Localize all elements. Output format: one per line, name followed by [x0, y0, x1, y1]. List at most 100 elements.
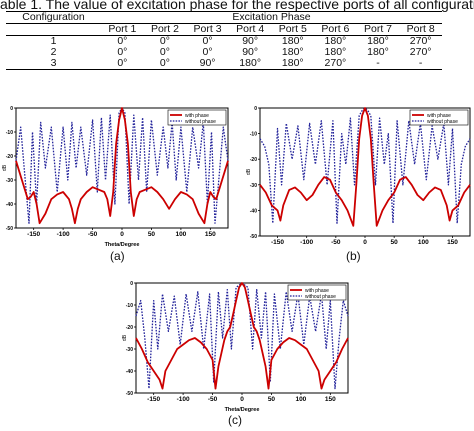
- x-tick-label: 0: [240, 396, 244, 403]
- series-line-with-phase: [259, 107, 471, 227]
- y-tick-label: -20: [6, 154, 13, 160]
- y-tick-label: -20: [250, 157, 257, 163]
- port-header: Port 3: [186, 23, 229, 36]
- x-tick-label: 100: [418, 239, 429, 246]
- y-axis-label: dB: [2, 164, 8, 171]
- y-tick-label: 0: [254, 106, 257, 112]
- y-axis-label: dB: [246, 168, 252, 175]
- legend-entry: with phase: [185, 113, 209, 119]
- x-tick-label: 150: [447, 239, 458, 246]
- y-tick-label: 0: [130, 281, 133, 287]
- table-row: 3 0° 0° 90° 180° 180° 270° - -: [6, 58, 442, 70]
- y-tick-label: -30: [6, 178, 13, 184]
- config-cell: 3: [6, 58, 102, 70]
- y-tick-label: 0: [10, 106, 13, 112]
- x-axis-label: Theta/Degree: [105, 242, 140, 248]
- phase-cell: 0°: [117, 35, 128, 47]
- config-cell: 1: [50, 35, 57, 47]
- legend-entry: with phase: [305, 288, 329, 294]
- phase-cell: 180°: [367, 46, 389, 58]
- phase-cell: 0°: [159, 35, 170, 47]
- chart-svg: 0 -10 -20 -30 -40 -50 -150 -100 -50 0 50 100 150 dB Th…: [122, 281, 349, 413]
- x-tick-label: -150: [27, 231, 40, 238]
- x-axis-label: Theta/Degree: [225, 407, 260, 413]
- x-tick-label: 50: [391, 239, 399, 246]
- phase-cell: 180°: [367, 35, 389, 47]
- y-tick-label: -30: [250, 183, 257, 189]
- y-tick-label: -50: [6, 226, 13, 232]
- table-caption: able 1. The value of excitation phase fo…: [0, 0, 474, 12]
- phase-cell: 0°: [117, 46, 128, 58]
- x-tick-label: 50: [148, 231, 156, 238]
- y-tick-label: -50: [126, 391, 133, 397]
- phase-cell: 90°: [242, 35, 259, 47]
- radiation-pattern-plot-b: 0 -10 -20 -30 -40 -50 -150 -100 -50 0 50 100 150 dB wi…: [244, 100, 474, 250]
- legend-entry: with phase: [427, 113, 451, 119]
- phase-cell: -: [356, 58, 400, 70]
- phase-cell: 180°: [324, 46, 347, 58]
- sublabel-a: (a): [110, 249, 125, 263]
- sublabel-c: (c): [228, 413, 242, 427]
- phase-cell: 270°: [409, 35, 432, 47]
- x-tick-label: 150: [205, 231, 216, 238]
- port-header: Port 7: [356, 23, 400, 36]
- y-tick-label: -50: [250, 234, 257, 240]
- port-header: Port 2: [143, 23, 187, 36]
- empty-cell: [6, 23, 102, 36]
- phase-cell: 90°: [186, 58, 229, 70]
- phase-cell: 270°: [409, 46, 432, 58]
- sublabel-b: (b): [346, 249, 361, 263]
- series-line-with-phase: [15, 107, 229, 225]
- legend-entry: without phase: [427, 119, 458, 125]
- chart-svg: 0 -10 -20 -30 -40 -50 -150 -100 -50 0 50 100 150 dB Th…: [2, 106, 229, 248]
- legend-box: [167, 109, 227, 126]
- series-line-with-phase: [135, 282, 349, 390]
- y-tick-label: -10: [6, 130, 13, 136]
- phase-cell: 180°: [281, 46, 304, 58]
- chart-svg: 0 -10 -20 -30 -40 -50 -150 -100 -50 0 50 100 150 dB wi…: [246, 106, 471, 246]
- phase-cell: 0°: [202, 35, 213, 47]
- x-tick-label: 150: [325, 396, 336, 403]
- phase-cell: 90°: [242, 46, 259, 58]
- table-row: 2 0° 0° 0° 90° 180° 180° 180° 270°: [6, 47, 442, 58]
- x-tick-label: -100: [57, 231, 70, 238]
- x-tick-label: 100: [295, 396, 306, 403]
- table-row: 1 0° 0° 0° 90° 180° 180° 180° 270°: [6, 36, 442, 48]
- phase-cell: 180°: [271, 58, 315, 70]
- radiation-pattern-plot-a: 0 -10 -20 -30 -40 -50 -150 -100 -50 0 50 100 150 dB Th…: [0, 100, 232, 250]
- phase-cell: 0°: [143, 58, 187, 70]
- legend-entry: without phase: [305, 294, 336, 300]
- x-tick-label: 50: [268, 396, 276, 403]
- port-header: Port 4: [228, 23, 272, 36]
- phase-cell: -: [399, 58, 442, 70]
- phase-header: Excitation Phase: [101, 11, 442, 24]
- y-tick-label: -10: [126, 303, 133, 309]
- phase-cell: 0°: [159, 46, 170, 58]
- y-axis-label: dB: [122, 334, 128, 341]
- radiation-pattern-plot-c: 0 -10 -20 -30 -40 -50 -150 -100 -50 0 50 100 150 dB Th…: [120, 275, 352, 415]
- x-tick-label: -100: [177, 396, 190, 403]
- port-header: Port 5: [271, 23, 315, 36]
- port-header: Port 1: [101, 23, 144, 36]
- y-tick-label: -40: [250, 208, 257, 214]
- config-cell: 2: [50, 46, 57, 58]
- x-tick-label: -50: [88, 231, 98, 238]
- phase-cell: 180°: [324, 35, 347, 47]
- plot-frame: [259, 107, 471, 237]
- x-tick-label: -150: [147, 396, 160, 403]
- legend-box: [409, 109, 469, 126]
- phase-cell: 180°: [281, 35, 304, 47]
- port-header: Port 6: [314, 23, 357, 36]
- excitation-phase-table: Configuration Excitation Phase Port 1 Po…: [6, 11, 442, 70]
- y-tick-label: -40: [6, 202, 13, 208]
- port-header: Port 8: [399, 23, 442, 36]
- phase-cell: 0°: [202, 46, 213, 58]
- y-tick-label: -30: [126, 347, 133, 353]
- x-tick-label: 0: [363, 239, 367, 246]
- y-tick-label: -40: [126, 369, 133, 375]
- x-tick-label: -150: [271, 239, 284, 246]
- x-tick-label: 100: [175, 231, 186, 238]
- plot-frame: [135, 282, 349, 394]
- phase-cell: 270°: [314, 58, 357, 70]
- x-tick-label: 0: [120, 231, 124, 238]
